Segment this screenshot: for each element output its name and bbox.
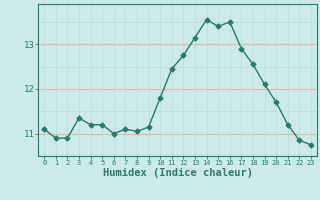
X-axis label: Humidex (Indice chaleur): Humidex (Indice chaleur) xyxy=(103,168,252,178)
